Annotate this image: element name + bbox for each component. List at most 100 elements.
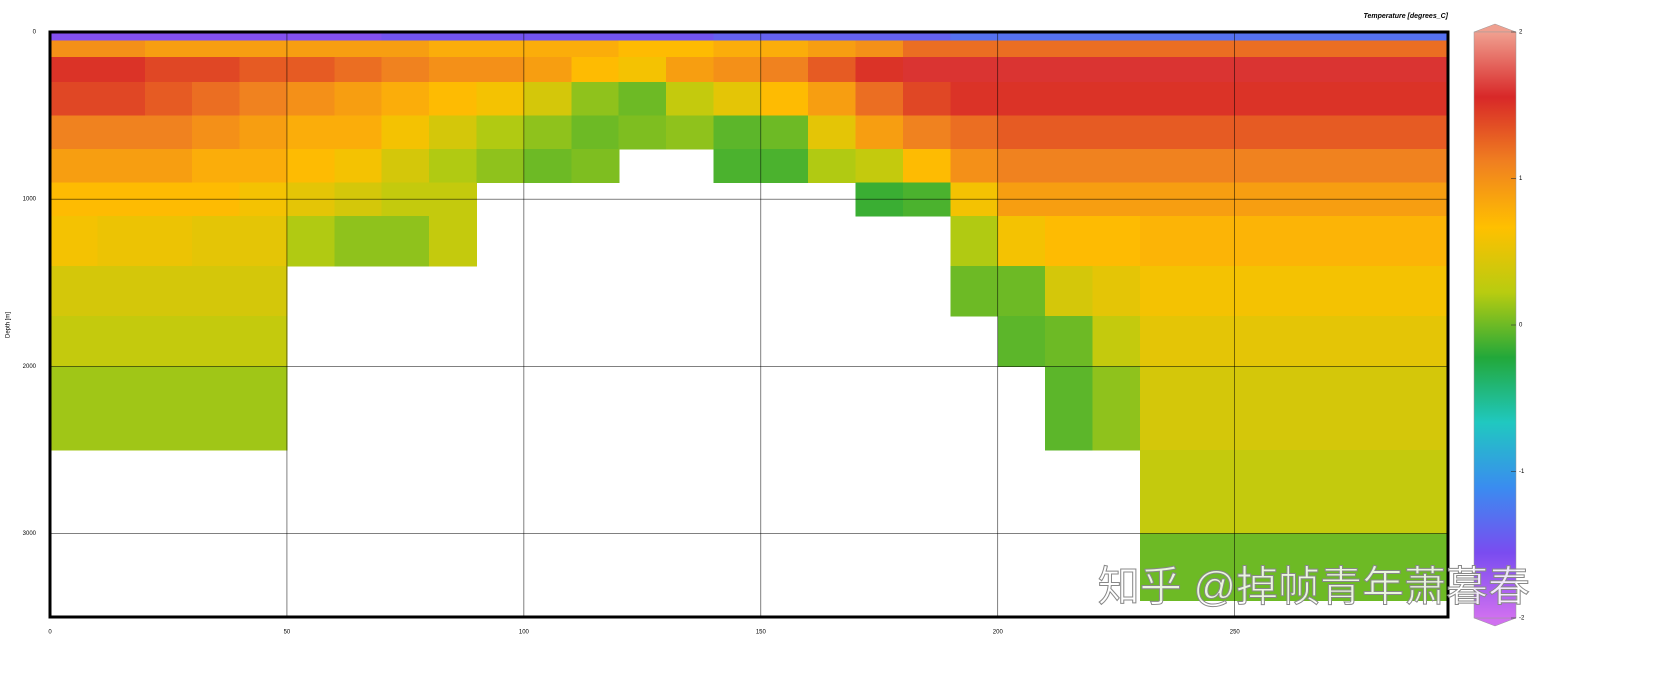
cell: [286, 215, 335, 267]
cell: [239, 366, 288, 451]
cell: [429, 115, 478, 150]
cell: [1329, 57, 1378, 83]
cell: [1282, 149, 1331, 184]
cell: [950, 32, 999, 41]
y-tick-label: 1000: [23, 197, 37, 203]
cell: [760, 149, 809, 184]
cell: [1329, 449, 1378, 535]
cell: [760, 57, 809, 83]
colorbar-tick-label: 0: [1519, 323, 1523, 329]
cell: [1092, 82, 1141, 117]
cell: [618, 115, 667, 150]
cell: [997, 32, 1046, 41]
cell: [1187, 40, 1236, 58]
cell: [713, 57, 762, 83]
cell: [1092, 266, 1141, 317]
cell: [1234, 215, 1283, 267]
cell: [997, 215, 1046, 267]
cell: [1139, 57, 1188, 83]
cell: [1234, 115, 1283, 150]
cell: [97, 57, 146, 83]
cell: [1424, 316, 1449, 367]
cell: [50, 57, 98, 83]
cell: [1424, 32, 1449, 41]
cell: [1187, 449, 1236, 535]
cell: [286, 40, 335, 58]
cell: [1329, 215, 1378, 267]
cell: [1092, 57, 1141, 83]
x-tick-label: 200: [993, 630, 1004, 636]
cell: [855, 40, 904, 58]
cell: [476, 40, 525, 58]
cell: [429, 182, 478, 217]
cell: [1045, 149, 1094, 184]
cell: [239, 82, 288, 117]
cell: [1092, 316, 1141, 367]
cell: [1234, 32, 1283, 41]
colorbar-tick-label: 1: [1519, 176, 1523, 182]
cell: [808, 57, 857, 83]
cell: [950, 215, 999, 267]
plot-frame: [48, 30, 1450, 619]
cell: [571, 32, 620, 41]
cell: [144, 40, 193, 58]
cell: [1045, 366, 1094, 451]
cell: [1376, 449, 1425, 535]
colorbar: [1473, 31, 1517, 619]
cell: [997, 316, 1046, 367]
cell: [855, 82, 904, 117]
cell: [476, 115, 525, 150]
cell: [381, 57, 430, 83]
cell: [1376, 57, 1425, 83]
cell: [1187, 149, 1236, 184]
cell: [1045, 316, 1094, 367]
cell: [97, 149, 146, 184]
cell: [950, 266, 999, 317]
cell: [192, 366, 241, 451]
cell: [666, 40, 715, 58]
cell: [1376, 366, 1425, 451]
cell: [1139, 316, 1188, 367]
cell: [429, 57, 478, 83]
cell: [1424, 366, 1449, 451]
cell: [144, 82, 193, 117]
colorbar-cap: [1473, 617, 1517, 627]
cell: [1424, 40, 1449, 58]
cell: [50, 366, 98, 451]
cell: [192, 182, 241, 217]
cell: [618, 82, 667, 117]
cell: [855, 182, 904, 217]
cell: [381, 149, 430, 184]
cell: [1092, 215, 1141, 267]
cell: [1424, 82, 1449, 117]
cell: [666, 32, 715, 41]
cell: [997, 149, 1046, 184]
cell: [334, 32, 383, 41]
cell: [1329, 40, 1378, 58]
cell: [144, 366, 193, 451]
cell: [50, 82, 98, 117]
cell: [97, 316, 146, 367]
cell: [1092, 366, 1141, 451]
cell: [192, 32, 241, 41]
cell: [1424, 57, 1449, 83]
cell: [1187, 182, 1236, 217]
cell: [1424, 115, 1449, 150]
cell: [997, 40, 1046, 58]
cell: [1234, 149, 1283, 184]
cell: [1424, 149, 1449, 184]
cell: [192, 82, 241, 117]
cell: [808, 149, 857, 184]
cell: [192, 40, 241, 58]
cell: [713, 32, 762, 41]
cell: [1187, 533, 1236, 601]
cell: [903, 32, 952, 41]
cell: [1234, 57, 1283, 83]
y-tick-label: 2000: [23, 364, 37, 370]
cell: [1187, 266, 1236, 317]
y-axis-label: Depth [m]: [6, 312, 12, 338]
cell: [1329, 266, 1378, 317]
cell: [618, 40, 667, 58]
cell: [1045, 182, 1094, 217]
cell: [760, 32, 809, 41]
